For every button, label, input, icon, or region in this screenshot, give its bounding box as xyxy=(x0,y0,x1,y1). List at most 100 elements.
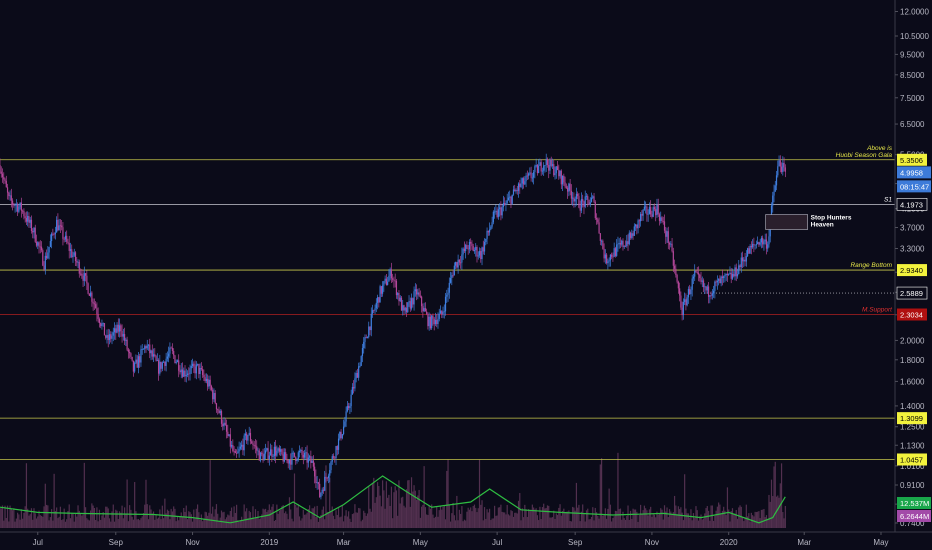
volume-bar xyxy=(746,516,749,528)
candle-body xyxy=(695,270,697,273)
volume-bar xyxy=(238,521,240,528)
volume-bar xyxy=(171,511,174,528)
candle-body xyxy=(473,250,476,252)
volume-bar xyxy=(353,513,355,528)
volume-bar xyxy=(39,515,41,528)
volume-bar xyxy=(327,511,330,528)
candle-body xyxy=(689,289,691,295)
candle-body xyxy=(348,406,350,409)
volume-bar xyxy=(285,511,287,528)
volume-bar xyxy=(44,483,46,528)
candle-body xyxy=(81,273,83,276)
volume-bar xyxy=(429,508,432,528)
volume-bar xyxy=(526,516,528,528)
volume-bar xyxy=(102,511,104,528)
volume-bar xyxy=(470,507,472,528)
volume-bar xyxy=(307,509,309,528)
candle-body xyxy=(205,378,208,382)
volume-bar xyxy=(166,509,168,528)
volume-bar xyxy=(163,518,165,528)
candle-body xyxy=(83,273,85,281)
volume-bar xyxy=(61,520,63,528)
volume-bar xyxy=(117,519,119,528)
x-tick-label: 2019 xyxy=(260,538,278,547)
volume-bar xyxy=(672,512,674,528)
volume-bar xyxy=(0,508,1,528)
volume-bar xyxy=(140,518,142,528)
candle-body xyxy=(18,206,20,212)
volume-bar xyxy=(108,518,111,528)
candle-body xyxy=(353,387,355,389)
volume-tag-bg xyxy=(897,497,931,509)
volume-bar xyxy=(769,501,771,528)
candle-body xyxy=(280,449,282,452)
candle-body xyxy=(9,195,11,197)
volume-bar xyxy=(97,521,99,528)
candle-body xyxy=(237,451,239,454)
volume-bar xyxy=(428,505,430,528)
volume-bar xyxy=(188,511,190,528)
x-tick-label: Sep xyxy=(568,538,583,547)
last-price-tag: 4.9958 xyxy=(897,166,931,179)
price-tag-bg xyxy=(897,166,931,179)
candle-body xyxy=(273,446,275,457)
candle-body xyxy=(149,344,151,354)
candle-body xyxy=(380,286,382,294)
candle-body xyxy=(74,252,77,262)
candle-body xyxy=(111,335,113,339)
candle-body xyxy=(587,196,589,200)
candle-body xyxy=(558,170,560,177)
volume-bar xyxy=(408,480,410,528)
volume-bar xyxy=(744,517,746,528)
volume-bar xyxy=(222,512,224,528)
price-tag-label: 4.9958 xyxy=(900,168,923,177)
volume-bar xyxy=(113,521,116,528)
volume-bar xyxy=(574,510,576,528)
volume-bar xyxy=(173,506,175,528)
volume-bar xyxy=(234,512,236,528)
candle-body xyxy=(268,455,270,460)
candle-body xyxy=(497,209,499,217)
volume-bar xyxy=(400,497,403,528)
volume-bar xyxy=(273,520,275,528)
candle-body xyxy=(642,209,644,216)
volume-bar xyxy=(738,507,740,528)
candle-body xyxy=(759,242,761,245)
volume-bar xyxy=(758,511,760,528)
candle-body xyxy=(530,172,532,178)
volume-bar xyxy=(34,513,36,528)
volume-bar xyxy=(623,518,625,528)
volume-bar xyxy=(326,511,328,528)
candle-body xyxy=(329,470,331,476)
candle-body xyxy=(27,215,29,222)
candle-body xyxy=(335,446,337,459)
candle-body xyxy=(0,171,2,174)
volume-bar xyxy=(360,521,362,528)
volume-bar xyxy=(90,510,92,528)
volume-bar xyxy=(310,519,312,528)
level-annotation: Huobi Season Gala xyxy=(836,152,893,159)
candle-body xyxy=(157,360,160,374)
candle-body xyxy=(626,241,628,247)
level-tag-label: 5.3506 xyxy=(900,156,923,165)
candle-body xyxy=(496,210,498,217)
volume-bar xyxy=(606,518,608,528)
volume-bar xyxy=(680,507,682,528)
volume-bar xyxy=(667,517,669,528)
volume-bar xyxy=(540,519,542,528)
candle-body xyxy=(95,304,97,309)
volume-bar xyxy=(17,512,19,528)
volume-bar xyxy=(251,517,253,528)
candle-body xyxy=(577,193,579,197)
volume-bar xyxy=(531,504,533,528)
volume-bar xyxy=(139,520,141,528)
candle-body xyxy=(164,361,166,366)
volume-bar xyxy=(369,508,371,528)
volume-bar xyxy=(778,497,780,528)
volume-bar xyxy=(715,510,717,528)
volume-bar xyxy=(535,508,537,528)
x-tick-label: May xyxy=(413,538,428,547)
candle-body xyxy=(472,246,474,252)
candle-body xyxy=(723,276,725,279)
